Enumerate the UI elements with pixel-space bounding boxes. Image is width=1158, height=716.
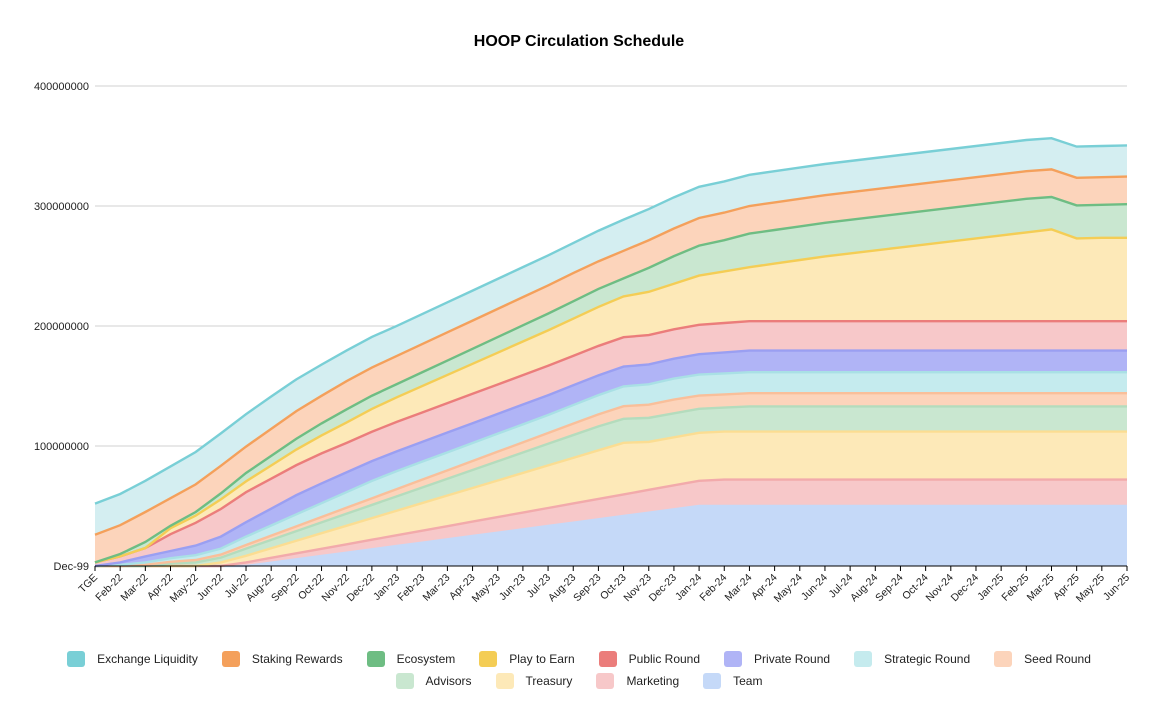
legend-swatch	[994, 651, 1013, 667]
legend-item: Ecosystem	[366, 651, 456, 667]
legend-item: Advisors	[395, 673, 472, 689]
x-tick-label: Sep-23	[571, 572, 604, 605]
x-tick-label: Mar-24	[723, 572, 755, 604]
legend-label: Staking Rewards	[251, 652, 343, 666]
legend-swatch	[724, 651, 743, 667]
legend-label: Public Round	[628, 652, 701, 666]
line-strategic-round	[94, 371, 1127, 568]
x-tick-label: Feb-23	[395, 572, 427, 604]
area-play-to-earn	[95, 229, 1127, 563]
y-tick-label: 400000000	[34, 81, 89, 93]
x-tick-label: Sep-22	[269, 572, 302, 605]
x-tick-label: Feb-22	[93, 572, 125, 604]
legend-swatch	[221, 651, 240, 667]
x-tick-label: Jun-22	[195, 572, 226, 603]
line-ecosystem	[94, 195, 1128, 564]
line-exchange-liquidity	[94, 136, 1128, 505]
area-chart: Dec-99 100000000 200000000 300000000 4000000…	[34, 81, 1132, 605]
x-tick-label: Jun-23	[497, 572, 528, 603]
area-advisors	[95, 406, 1127, 566]
legend-swatch	[598, 651, 617, 667]
x-tick-label: Dec-22	[345, 572, 378, 605]
y-tick-label: 300000000	[34, 201, 89, 213]
x-tick-label: Feb-25	[999, 572, 1031, 604]
legend-label: Seed Round	[1024, 652, 1091, 666]
x-tick-label: Feb-24	[697, 572, 729, 604]
legend-label: Ecosystem	[396, 652, 456, 666]
legend-swatch	[854, 651, 873, 667]
x-tick-label: Dec-23	[647, 572, 680, 605]
legend-row-2: Advisors Treasury Marketing Team	[0, 670, 1158, 692]
legend-label: Treasury	[525, 674, 573, 688]
legend-label: Marketing	[626, 674, 680, 688]
legend-item: Private Round	[724, 651, 830, 667]
line-staking-rewards	[94, 168, 1128, 536]
line-play-to-earn	[94, 228, 1127, 564]
chart-legend: Exchange Liquidity Staking Rewards Ecosyst…	[0, 648, 1158, 692]
legend-item: Strategic Round	[854, 651, 970, 667]
chart-title: HOOP Circulation Schedule	[473, 33, 685, 50]
legend-item: Seed Round	[994, 651, 1091, 667]
legend-swatch	[366, 651, 385, 667]
legend-row-1: Exchange Liquidity Staking Rewards Ecosyst…	[0, 648, 1158, 670]
line-public-round	[94, 320, 1127, 564]
area-marketing	[95, 479, 1127, 566]
legend-item: Marketing	[596, 673, 679, 689]
line-advisors	[95, 405, 1127, 568]
x-tick-label: May-22	[168, 572, 201, 605]
area-strategic-round	[95, 372, 1127, 566]
legend-label: Strategic Round	[884, 652, 971, 666]
y-tick-label: 100000000	[34, 441, 89, 453]
legend-swatch	[596, 673, 615, 689]
legend-label: Advisors	[425, 674, 472, 688]
legend-label: Private Round	[754, 652, 831, 666]
area-treasury	[95, 431, 1127, 566]
legend-item: Team	[703, 673, 762, 689]
y-tick-label: 200000000	[34, 321, 89, 333]
x-tick-label: May-25	[1074, 572, 1107, 605]
legend-swatch	[703, 673, 722, 689]
x-tick-label: Dec-24	[949, 572, 982, 605]
x-tick-label: Sep-24	[873, 572, 906, 605]
x-tick-label: Jun-24	[799, 572, 830, 603]
legend-label: Exchange Liquidity	[97, 652, 198, 666]
legend-item: Play to Earn	[479, 651, 575, 667]
line-treasury	[95, 430, 1127, 568]
legend-swatch	[479, 651, 498, 667]
line-marketing	[95, 478, 1127, 568]
x-tick-label: Mar-25	[1025, 572, 1057, 604]
legend-swatch	[395, 673, 414, 689]
x-tick-label: Jun-25	[1101, 572, 1132, 603]
legend-label: Team	[733, 674, 763, 688]
legend-item: Public Round	[598, 651, 701, 667]
legend-item: Treasury	[495, 673, 573, 689]
line-team	[95, 504, 1127, 568]
legend-item: Staking Rewards	[221, 651, 343, 667]
x-tick-label: May-24	[772, 572, 805, 605]
legend-swatch	[67, 651, 86, 667]
area-team	[95, 506, 1127, 566]
x-tick-label: Mar-22	[118, 572, 150, 604]
x-tick-label: May-23	[470, 572, 503, 605]
y-tick-label: Dec-99	[54, 561, 89, 573]
line-private-round	[94, 349, 1127, 568]
x-tick-label: Mar-23	[421, 572, 453, 604]
legend-swatch	[495, 673, 514, 689]
legend-item: Exchange Liquidity	[67, 651, 198, 667]
legend-label: Play to Earn	[509, 652, 575, 666]
line-seed-round	[95, 392, 1127, 568]
